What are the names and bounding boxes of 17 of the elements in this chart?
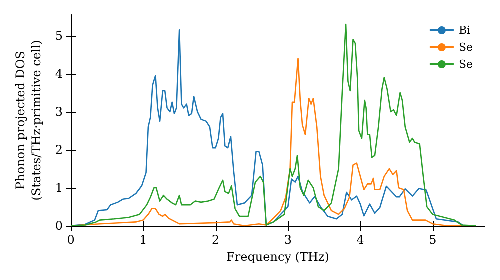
y-tick-label: 4 [55,66,64,81]
x-tick-label: 1 [140,233,148,247]
legend-label: Bi [458,24,472,37]
y-tick-label: 3 [55,104,63,119]
x-tick-label: 0 [67,233,75,247]
y-tick-label: 5 [55,28,63,43]
y-tick-label: 1 [55,180,63,195]
x-tick-label: 2 [212,233,220,247]
legend-label: Se [458,58,473,71]
x-tick-label: 4 [356,233,365,247]
y-tick-label: 0 [55,219,63,233]
x-tick-label: 5 [429,233,437,247]
x-tick-label: 3 [284,233,292,247]
y-axis-title: Phonon projected DOS (States/THz·primitive cell) [13,40,44,201]
y-tick-label: 2 [55,142,63,157]
x-axis-title: Frequency (THz) [226,250,330,264]
legend-label: Se [458,41,473,54]
